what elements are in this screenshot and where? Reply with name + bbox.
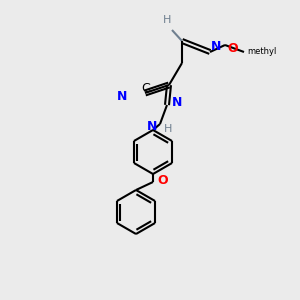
Text: N: N: [172, 97, 182, 110]
Text: C: C: [142, 82, 150, 94]
Text: N: N: [147, 119, 157, 133]
Text: H: H: [164, 124, 172, 134]
Text: N: N: [211, 40, 221, 53]
Text: H: H: [163, 15, 171, 25]
Text: methyl: methyl: [247, 46, 276, 56]
Text: O: O: [157, 173, 168, 187]
Text: N: N: [117, 89, 127, 103]
Text: O: O: [227, 41, 238, 55]
